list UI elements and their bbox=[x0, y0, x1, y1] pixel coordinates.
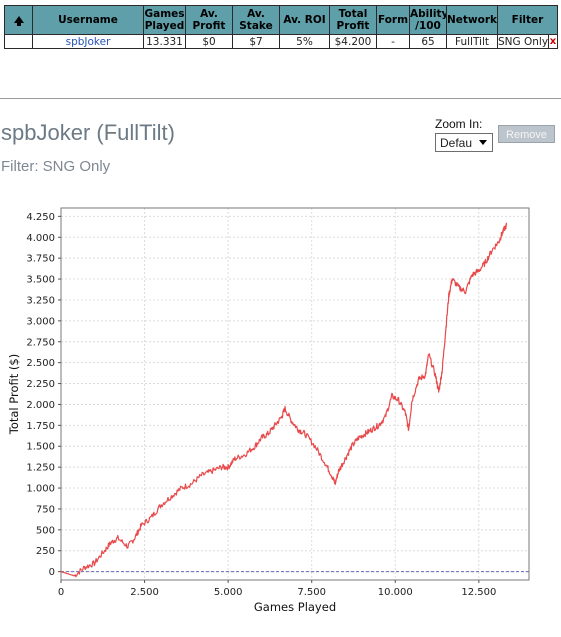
header-av-roi[interactable]: Av. ROI bbox=[279, 5, 330, 35]
cell-username[interactable]: spbJoker bbox=[32, 34, 144, 49]
y-tick-label: 750 bbox=[36, 504, 55, 515]
y-tick-label: 4.250 bbox=[26, 212, 55, 223]
filter-label: Filter: SNG Only bbox=[1, 158, 111, 175]
page-title: spbJoker (FullTilt) bbox=[1, 120, 175, 145]
divider bbox=[0, 98, 561, 99]
cell-network: FullTilt bbox=[446, 34, 498, 49]
zoom-select[interactable]: Defau bbox=[435, 133, 493, 152]
stats-table: Username Games Played Av. Profit Av. Sta… bbox=[4, 5, 559, 49]
y-tick-label: 1.000 bbox=[26, 484, 55, 495]
y-tick-label: 1.250 bbox=[26, 463, 55, 474]
x-tick-label: 12.500 bbox=[461, 587, 496, 598]
remove-row-button[interactable]: x bbox=[547, 34, 559, 49]
cell-av-roi: 5% bbox=[279, 34, 330, 49]
x-tick-label: 10.000 bbox=[378, 587, 413, 598]
header-ability[interactable]: Ability /100 bbox=[409, 5, 447, 35]
plot-frame bbox=[60, 207, 530, 581]
table-row[interactable]: spbJoker 13.331 $0 $7 5% $4.200 - 65 Ful… bbox=[4, 34, 559, 49]
y-tick-label: 500 bbox=[36, 525, 55, 536]
y-axis-title: Total Profit ($) bbox=[7, 354, 21, 435]
cell-games-played: 13.331 bbox=[143, 34, 186, 49]
x-tick-label: 0 bbox=[58, 587, 64, 598]
y-tick-label: 2.000 bbox=[26, 400, 55, 411]
x-tick-label: 7.500 bbox=[297, 587, 326, 598]
y-tick-label: 2.750 bbox=[26, 337, 55, 348]
y-tick-label: 1.750 bbox=[26, 421, 55, 432]
chevron-down-icon bbox=[479, 140, 487, 145]
header-av-profit[interactable]: Av. Profit bbox=[185, 5, 233, 35]
header-form[interactable]: Form bbox=[376, 5, 410, 35]
remove-button[interactable]: Remove bbox=[498, 125, 555, 143]
y-tick-label: 1.500 bbox=[26, 442, 55, 453]
header-total-profit[interactable]: Total Profit bbox=[329, 5, 377, 35]
series-line-total-profit bbox=[60, 222, 508, 578]
y-tick-label: 2.500 bbox=[26, 358, 55, 369]
cell-filter: SNG Only bbox=[497, 34, 549, 49]
y-tick-label: 3.250 bbox=[26, 295, 55, 306]
table-header-row: Username Games Played Av. Profit Av. Sta… bbox=[4, 5, 559, 35]
y-tick-label: 3.750 bbox=[26, 254, 55, 265]
cell-av-stake: $7 bbox=[232, 34, 280, 49]
y-tick-label: 0 bbox=[49, 567, 55, 578]
cell-total-profit: $4.200 bbox=[329, 34, 377, 49]
y-tick-label: 2.250 bbox=[26, 379, 55, 390]
zoom-label: Zoom In: bbox=[435, 117, 483, 131]
cell-av-profit: $0 bbox=[185, 34, 233, 49]
header-network[interactable]: Network bbox=[446, 5, 498, 35]
x-tick-label: 5.000 bbox=[214, 587, 243, 598]
header-filter[interactable]: Filter bbox=[496, 5, 559, 35]
up-arrow-icon bbox=[13, 15, 24, 26]
y-tick-label: 3.500 bbox=[26, 275, 55, 286]
y-tick-label: 4.000 bbox=[26, 233, 55, 244]
header-av-stake[interactable]: Av. Stake bbox=[232, 5, 280, 35]
x-axis-title: Games Played bbox=[254, 600, 336, 614]
x-tick-label: 2.500 bbox=[130, 587, 159, 598]
chart-ticks: 0 250 500 750 1.000 1.250 1.500 1.750 2.000 2.250… bbox=[26, 212, 496, 598]
y-tick-label: 3.000 bbox=[26, 316, 55, 327]
cell-form: - bbox=[376, 34, 410, 49]
y-tick-label: 250 bbox=[36, 546, 55, 557]
cell-ability: 65 bbox=[409, 34, 447, 49]
zoom-select-value: Defau bbox=[440, 136, 473, 150]
chart-grid bbox=[60, 208, 529, 580]
